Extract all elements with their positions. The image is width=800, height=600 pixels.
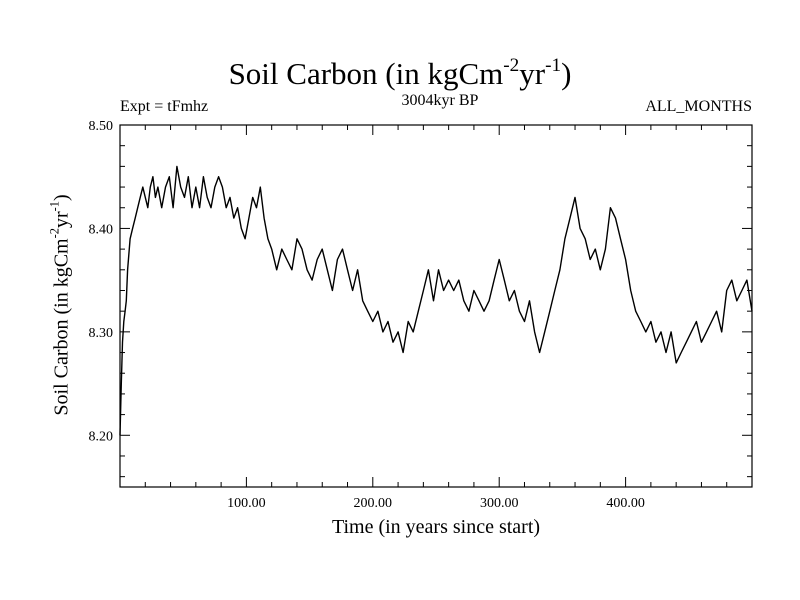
series-line [119,165,753,436]
y-tick-label: 8.40 [89,222,114,237]
x-tick-label: 300.00 [480,496,519,511]
axis-ticks [120,125,752,487]
period-label: 3004kyr BP [401,92,479,109]
y-axis-label: Soil Carbon (in kgCm-2yr-1) [47,194,73,416]
x-axis-label: Time (in years since start) [331,516,541,538]
chart-title: Soil Carbon (in kgCm-2yr-1) [228,54,572,91]
x-tick-label: 100.00 [227,496,266,511]
y-tick-label: 8.30 [89,326,114,341]
x-tick-label: 400.00 [606,496,645,511]
months-label: ALL_MONTHS [645,98,752,115]
y-tick-label: 8.50 [89,119,114,134]
experiment-label: Expt = tFmhz [120,98,209,115]
x-tick-label: 200.00 [354,496,393,511]
y-tick-label: 8.20 [89,429,114,444]
plot-frame [119,124,753,488]
tick-labels: 100.00 200.00 300.00 400.00 8.20 8.30 8.40 8.50 [89,119,645,511]
